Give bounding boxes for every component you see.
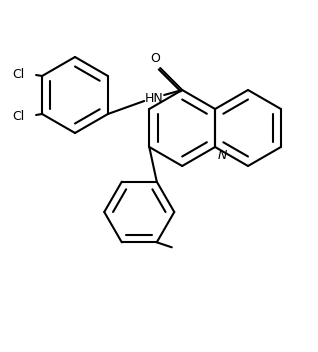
Text: N: N bbox=[218, 149, 227, 162]
Text: HN: HN bbox=[145, 92, 163, 105]
Text: Cl: Cl bbox=[12, 68, 24, 81]
Text: Cl: Cl bbox=[12, 109, 24, 122]
Text: O: O bbox=[150, 52, 160, 65]
